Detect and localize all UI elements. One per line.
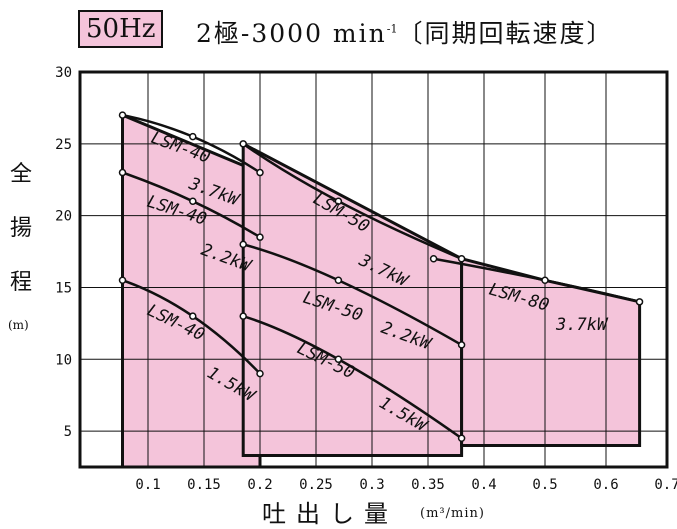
curve-point — [189, 197, 197, 206]
axis-ticks: 5 10 15 20 25 30 0.1 0.15 0.2 0.25 0.3 0.35 0.4 0.5 0.… — [55, 65, 677, 493]
x-tick-label: 0.5 — [532, 477, 557, 493]
frequency-badge: 50Hz — [78, 10, 164, 48]
x-tick-label: 0.1 — [135, 477, 160, 493]
curve-label-power: 3.7kW — [555, 315, 609, 335]
y-axis-title-char-1: 全 — [10, 162, 33, 187]
x-tick-label: 0.2 — [247, 477, 272, 493]
x-tick-label: 0.15 — [187, 477, 221, 493]
curve-point — [256, 168, 264, 177]
curve-point — [429, 254, 438, 263]
y-tick-label: 30 — [55, 65, 72, 81]
curve-point — [256, 233, 264, 241]
curve-point — [457, 434, 466, 443]
y-tick-label: 20 — [55, 209, 72, 225]
x-tick-label: 0.25 — [299, 477, 333, 493]
y-axis-title-char-3: 程 — [10, 270, 33, 295]
plot-frame — [78, 70, 669, 469]
region-lsm-80 — [460, 256, 642, 447]
subtitle-speed: 2極-3000 min — [196, 19, 387, 48]
x-axis-title: 吐出し量 — [262, 500, 398, 528]
subtitle-note: 〔同期回転速度〕 — [397, 19, 614, 48]
x-axis-unit: (m³/min) — [420, 506, 485, 521]
operating-regions — [121, 112, 642, 469]
curve-point — [635, 298, 644, 306]
curve-point — [118, 276, 127, 285]
curve-point — [457, 254, 466, 263]
curve-point — [118, 168, 127, 177]
y-tick-label: 25 — [55, 137, 72, 153]
x-tick-label: 0.6 — [593, 477, 618, 493]
curve-point — [118, 111, 127, 119]
x-tick-label: 0.3 — [359, 477, 384, 493]
curve-point — [256, 369, 264, 378]
curve-point — [457, 341, 466, 349]
curve-point — [541, 276, 549, 285]
chart-header: 50Hz 2極-3000 min-1〔同期回転速度〕 — [0, 0, 677, 60]
y-axis-title-char-2: 揚 — [10, 216, 33, 241]
region-lsm-50 — [241, 141, 464, 457]
y-tick-label: 10 — [55, 352, 72, 368]
region-lsm-40 — [121, 112, 262, 469]
speed-subtitle: 2極-3000 min-1〔同期回転速度〕 — [196, 14, 613, 50]
subtitle-exponent: -1 — [386, 22, 398, 36]
y-tick-label: 5 — [64, 424, 72, 440]
x-tick-label: 0.35 — [411, 477, 445, 493]
curve-point — [334, 276, 343, 285]
curve-point — [239, 140, 247, 148]
x-tick-label: 0.4 — [471, 477, 496, 493]
y-tick-label: 15 — [55, 280, 72, 296]
y-axis-unit: (m) — [8, 318, 29, 332]
grid — [80, 72, 667, 467]
curve-point — [189, 132, 197, 141]
curve-point — [239, 312, 247, 320]
x-tick-label: 0.7 — [654, 477, 677, 493]
curve-point — [239, 240, 247, 249]
performance-curves — [118, 111, 644, 443]
curve-point — [189, 312, 197, 320]
curve-point — [334, 197, 343, 206]
curve-point — [334, 355, 343, 364]
